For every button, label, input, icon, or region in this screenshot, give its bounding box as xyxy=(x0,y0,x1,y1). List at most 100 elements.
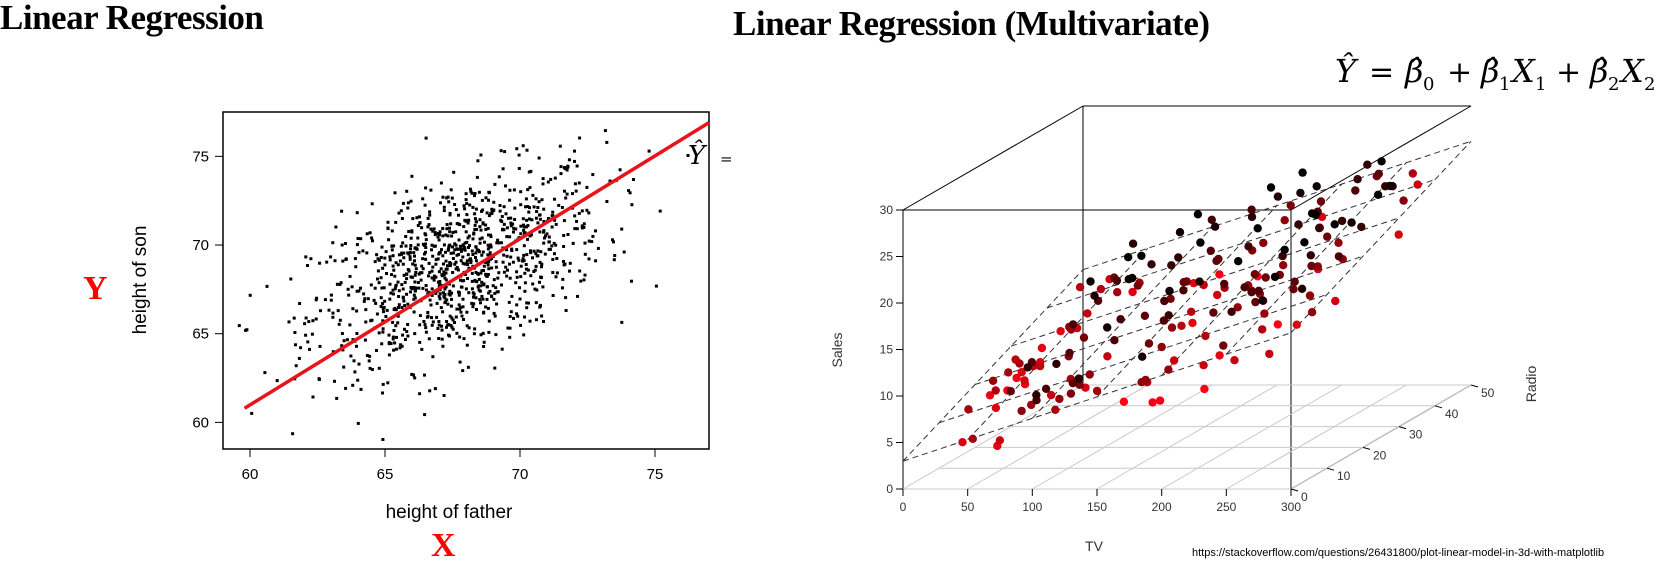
data-point xyxy=(381,330,385,334)
data-point xyxy=(489,233,492,237)
data-point xyxy=(298,302,302,305)
data-point xyxy=(508,326,512,330)
data-point xyxy=(1279,261,1288,270)
data-point xyxy=(437,238,441,242)
data-point xyxy=(391,335,395,339)
data-point xyxy=(413,280,417,284)
data-point xyxy=(1079,333,1089,342)
data-point xyxy=(490,211,494,215)
data-point xyxy=(413,288,417,292)
data-point xyxy=(526,224,530,228)
data-point xyxy=(338,283,342,286)
data-point xyxy=(459,259,463,263)
data-point xyxy=(490,295,494,299)
data-point xyxy=(430,287,434,291)
data-point xyxy=(522,259,526,263)
data-point xyxy=(1112,276,1122,285)
data-point xyxy=(443,276,447,280)
data-point xyxy=(561,277,565,281)
data-point xyxy=(1312,182,1321,191)
data-point xyxy=(368,354,372,358)
data-point xyxy=(464,230,468,234)
data-point xyxy=(447,292,451,296)
data-point xyxy=(338,318,342,322)
data-point xyxy=(334,225,338,229)
data-point xyxy=(585,208,589,212)
data-point xyxy=(445,227,449,231)
data-point xyxy=(534,216,538,220)
data-point xyxy=(380,245,384,249)
data-point xyxy=(401,295,405,299)
floor-gridline xyxy=(1096,384,1278,490)
data-point xyxy=(418,340,422,344)
data-point xyxy=(519,190,523,194)
data-point xyxy=(470,279,474,283)
data-point xyxy=(391,337,395,341)
data-point xyxy=(414,271,418,274)
data-point xyxy=(340,332,344,335)
data-point xyxy=(1278,251,1287,261)
data-point xyxy=(492,311,496,315)
data-point xyxy=(430,323,434,327)
data-point xyxy=(516,256,520,260)
data-point xyxy=(335,396,339,400)
plane-gridline xyxy=(974,255,1364,385)
data-point xyxy=(513,206,517,210)
data-point xyxy=(381,382,385,386)
data-point xyxy=(512,230,515,234)
data-point xyxy=(551,294,555,297)
data-point xyxy=(536,254,540,258)
data-point xyxy=(292,316,296,320)
data-point xyxy=(444,233,448,237)
data-point xyxy=(493,314,497,318)
x-tick-label: 100 xyxy=(1022,500,1042,514)
data-point xyxy=(1041,384,1051,393)
data-point xyxy=(457,303,461,307)
data-point xyxy=(482,345,486,348)
y-tick xyxy=(1326,467,1335,471)
data-point xyxy=(384,315,388,318)
data-point xyxy=(423,203,427,207)
data-point xyxy=(1298,168,1307,177)
data-point xyxy=(396,321,400,325)
equation-sub0: 0 xyxy=(1423,74,1434,95)
data-point xyxy=(559,172,563,176)
data-point xyxy=(543,236,546,240)
data-point xyxy=(538,217,542,221)
data-point xyxy=(591,173,595,177)
data-point xyxy=(442,273,446,277)
data-point xyxy=(1124,253,1133,262)
data-point xyxy=(309,257,313,261)
data-point xyxy=(467,326,471,330)
data-point xyxy=(481,331,485,335)
data-point xyxy=(590,240,594,244)
data-point xyxy=(453,203,457,206)
data-point xyxy=(991,386,1000,395)
data-point xyxy=(433,231,437,235)
data-point xyxy=(474,220,478,224)
equation-x1-sub: 1 xyxy=(1535,74,1546,95)
data-point xyxy=(356,421,360,425)
data-point xyxy=(988,376,998,385)
data-point xyxy=(363,297,367,301)
data-point xyxy=(371,239,374,243)
floor-gridline xyxy=(1226,384,1407,490)
data-point xyxy=(1357,222,1366,232)
data-point xyxy=(1273,192,1283,201)
data-point xyxy=(1137,251,1146,260)
data-point xyxy=(448,314,452,318)
data-point xyxy=(630,279,633,283)
data-point xyxy=(1351,186,1360,195)
data-point xyxy=(418,314,422,318)
data-point xyxy=(490,207,494,211)
data-point xyxy=(318,344,322,348)
data-point xyxy=(1230,356,1239,365)
data-point xyxy=(550,244,554,248)
data-point xyxy=(480,198,484,202)
data-point xyxy=(1193,210,1203,219)
data-point xyxy=(329,298,333,302)
data-point xyxy=(448,261,452,265)
data-point xyxy=(244,328,248,332)
data-point xyxy=(1266,183,1276,192)
data-point xyxy=(381,438,385,441)
